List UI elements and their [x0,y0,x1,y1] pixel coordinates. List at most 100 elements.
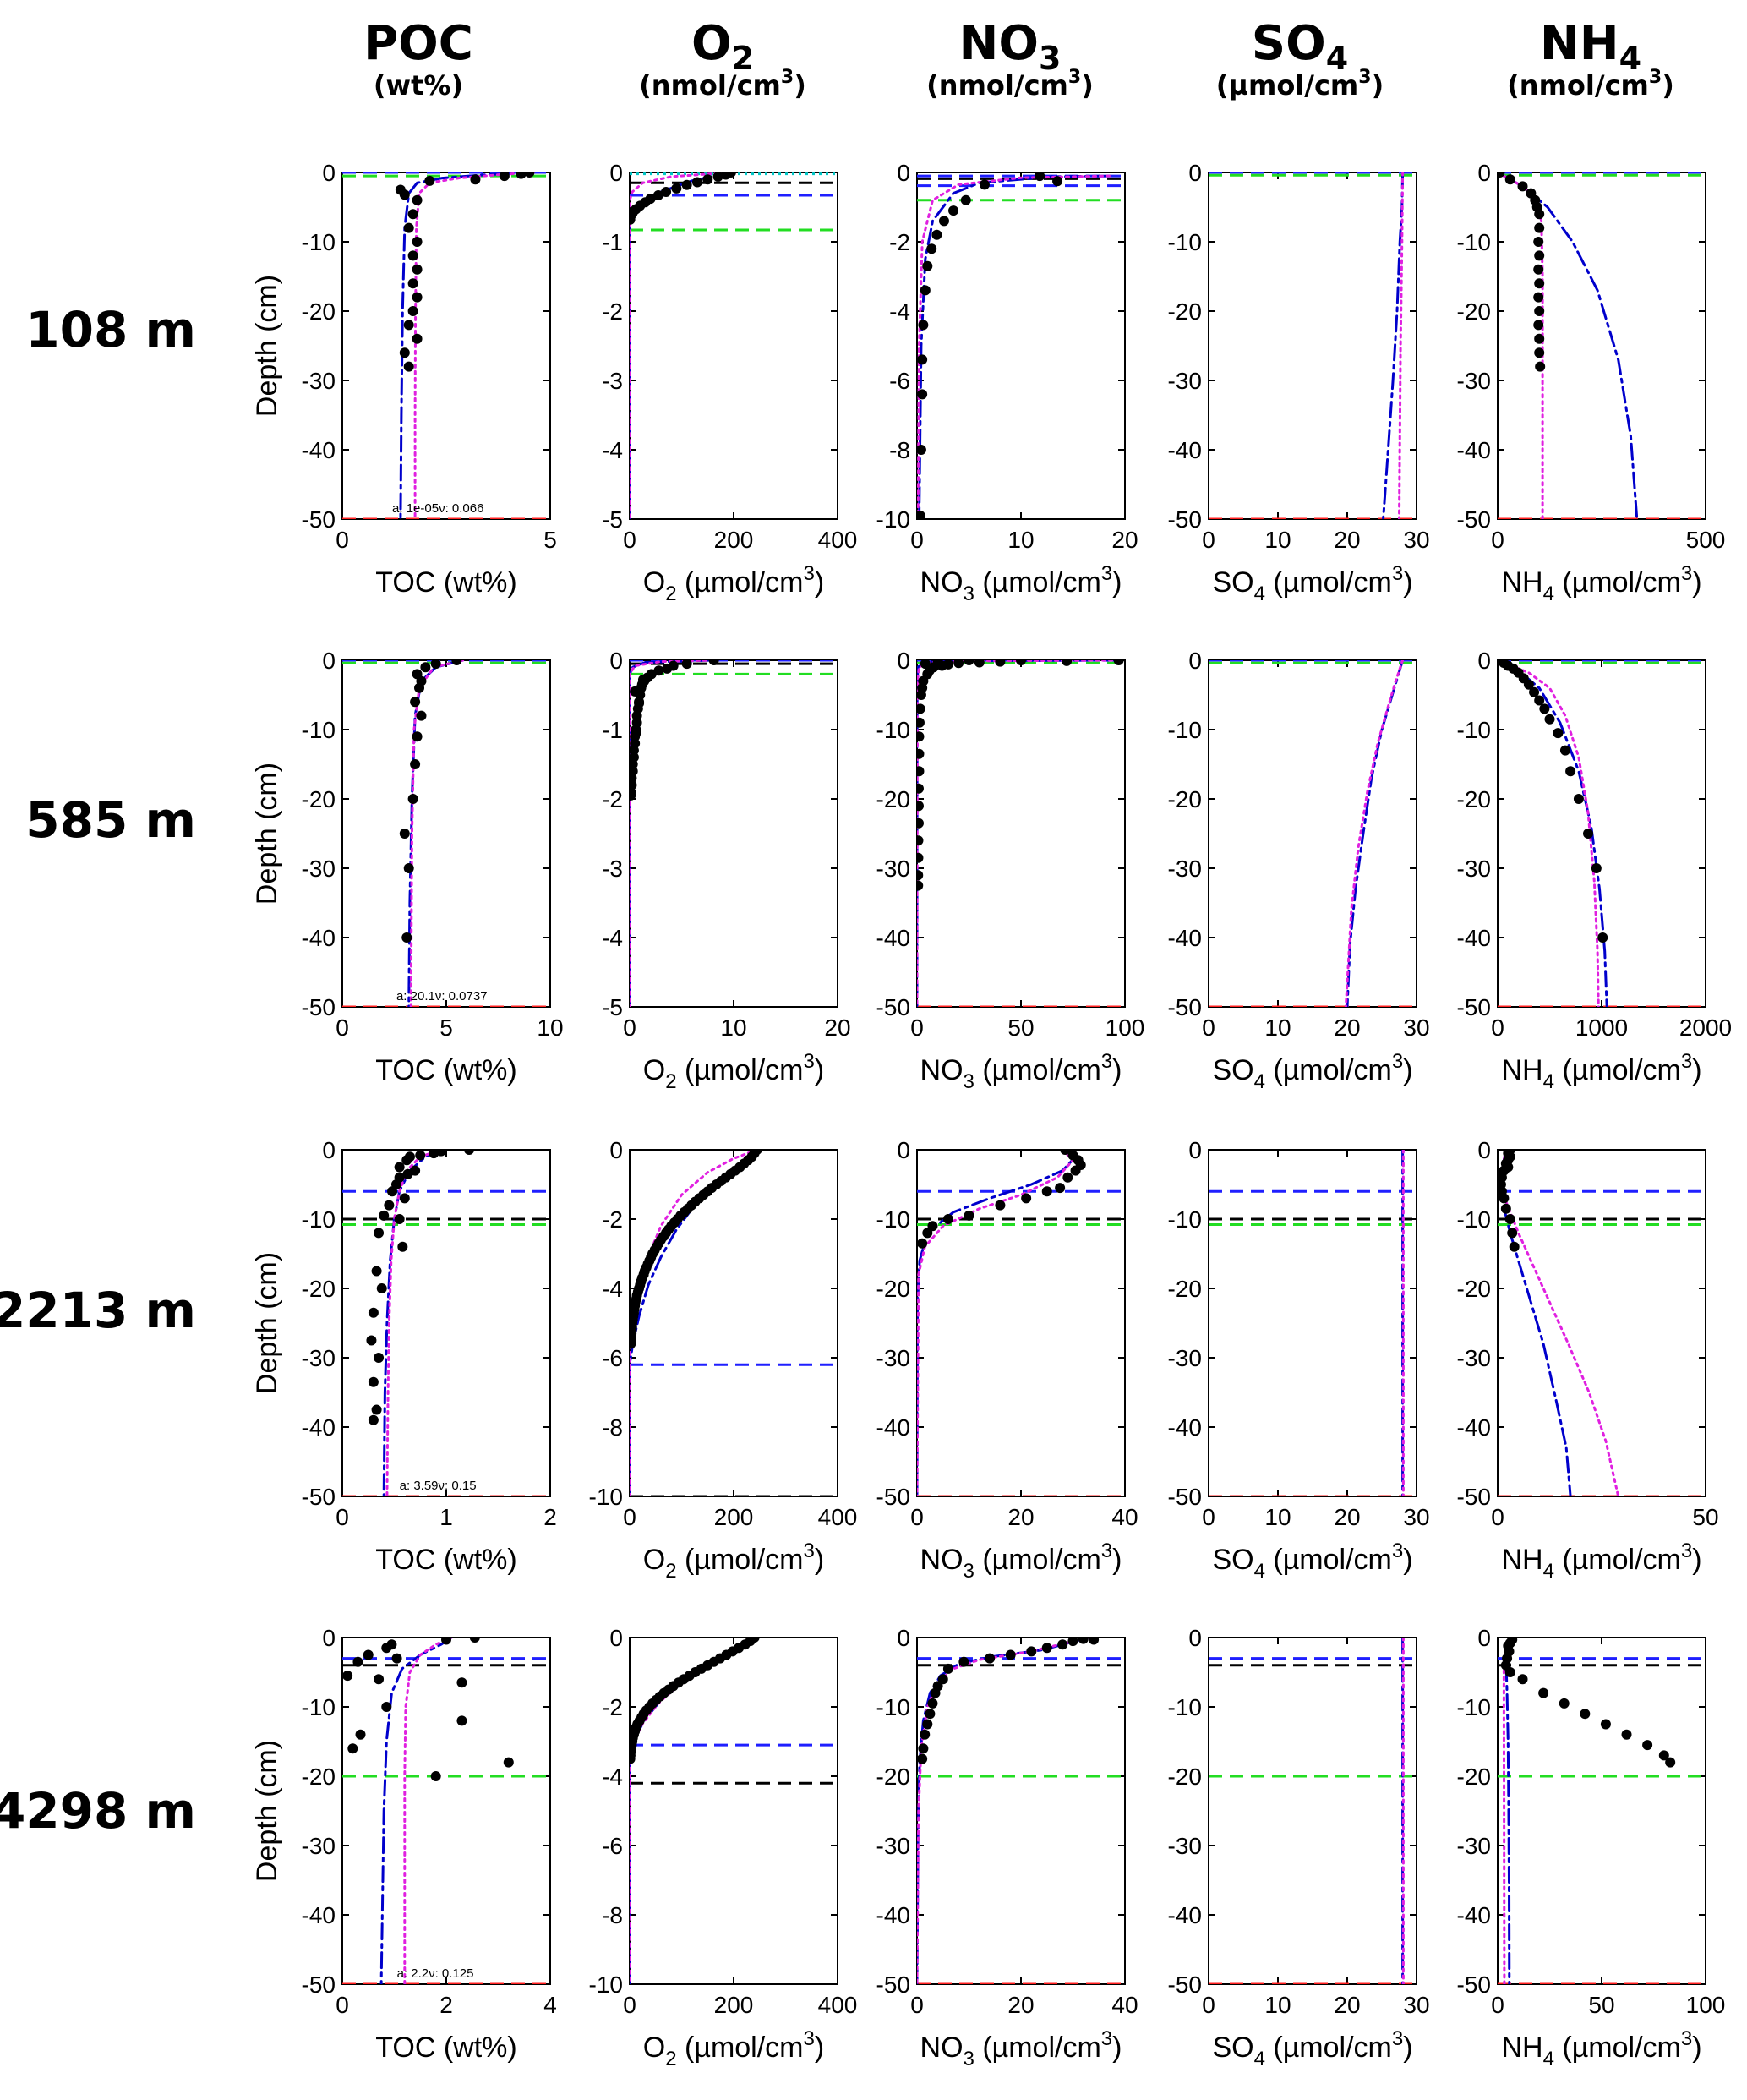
axes-frame [916,1637,1126,1985]
x-tick-label: 0 [336,527,349,553]
data-point [931,229,942,240]
model-curve-magenta [413,172,535,519]
x-axis-label: NH4 (µmol/cm3) [1501,2027,1701,2070]
data-point [371,1404,382,1415]
y-tick-label: -20 [302,786,336,812]
y-tick-label: 0 [1188,648,1202,674]
data-point [355,1729,366,1740]
y-tick-label: -10 [1168,717,1202,743]
y-tick-label: -50 [1457,1484,1491,1510]
y-tick-label: -10 [302,1694,336,1720]
data-point [681,660,692,670]
y-tick-label: -40 [1168,1414,1202,1441]
y-tick-label: -10 [589,1484,623,1510]
x-tick-label: 1 [439,1504,453,1530]
x-tick-label: 20 [1007,1992,1034,2018]
data-point [397,1241,408,1252]
data-point [712,172,723,182]
data-point [503,1757,514,1768]
data-point [922,260,933,271]
data-point [1113,660,1124,665]
column-title: SO4 [1252,16,1348,77]
data-point [1507,1228,1518,1239]
data-point [374,1674,385,1685]
data-point [347,1743,358,1754]
y-tick-label: -2 [602,1694,623,1720]
data-point [1078,1638,1089,1644]
axes-frame [1208,659,1417,1008]
x-tick-label: 0 [910,1992,924,2018]
data-point [917,766,925,777]
model-curve-magenta [917,1150,1075,1496]
x-tick-label: 0 [1491,1014,1504,1041]
data-point [917,510,925,519]
data-point [368,1307,379,1318]
y-tick-label: -40 [876,925,910,951]
axes-frame [629,659,838,1008]
plot-area [342,172,550,519]
data-point [381,1702,392,1712]
y-tick-label: -20 [1168,786,1202,812]
model-curve-blue [1504,1638,1512,1984]
y-tick-label: -8 [889,437,910,463]
y-tick-label: -10 [876,717,910,743]
y-tick-label: -40 [302,1902,336,1928]
data-point [631,710,642,721]
data-point [1583,829,1594,839]
data-point [917,717,925,728]
y-tick-label: -10 [1168,1206,1202,1233]
data-point [1539,703,1550,714]
x-tick-label: 20 [1334,1992,1360,2018]
data-point [922,1719,933,1730]
data-point [985,1653,996,1664]
data-point [637,674,648,685]
y-tick-label: -30 [302,1345,336,1371]
data-point [414,682,425,693]
data-point [1057,1639,1068,1650]
column-title: POC [363,16,473,71]
data-point [391,1653,402,1664]
x-axis-label: SO4 (µmol/cm3) [1212,1539,1412,1583]
y-tick-label: 0 [1477,648,1491,674]
x-axis-label: TOC (wt%) [375,2032,516,2064]
data-point [399,1193,410,1204]
x-tick-label: 1000 [1575,1014,1628,1041]
axes-frame [1497,1149,1706,1497]
x-tick-label: 20 [1334,527,1360,553]
data-point [652,190,663,201]
model-curve-blue [399,172,535,519]
data-point [1026,1646,1037,1657]
data-point [1041,1643,1052,1654]
data-point [1533,320,1544,331]
x-axis-label: TOC (wt%) [375,1054,516,1086]
axes-frame [1497,1637,1706,1985]
x-tick-label: 0 [910,1504,924,1530]
y-tick-label: -10 [876,1694,910,1720]
x-tick-label: 10 [1264,527,1291,553]
x-tick-label: 0 [910,1014,924,1041]
data-point [1498,172,1505,178]
data-point [412,333,423,344]
y-tick-label: -30 [302,368,336,394]
fit-annotation: a: 2.2ν: 0.125 [397,1966,474,1981]
model-curve-magenta [1502,1638,1512,1984]
x-tick-label: 20 [1334,1014,1360,1041]
data-point [429,1150,439,1159]
data-point [410,697,421,708]
data-point [379,1210,390,1221]
data-point [516,172,527,179]
y-tick-label: -30 [1457,1345,1491,1371]
row-label-depth: 2213 m [0,1282,196,1339]
data-point [702,174,713,185]
model-curve-magenta [917,174,1111,519]
data-point [1534,278,1545,289]
x-tick-label: 0 [336,1992,349,2018]
data-point [1504,174,1515,185]
data-point [407,209,418,220]
y-tick-label: -30 [1457,1833,1491,1859]
data-point [401,932,412,943]
y-tick-label: -1 [602,229,623,255]
data-point [1021,1193,1032,1204]
